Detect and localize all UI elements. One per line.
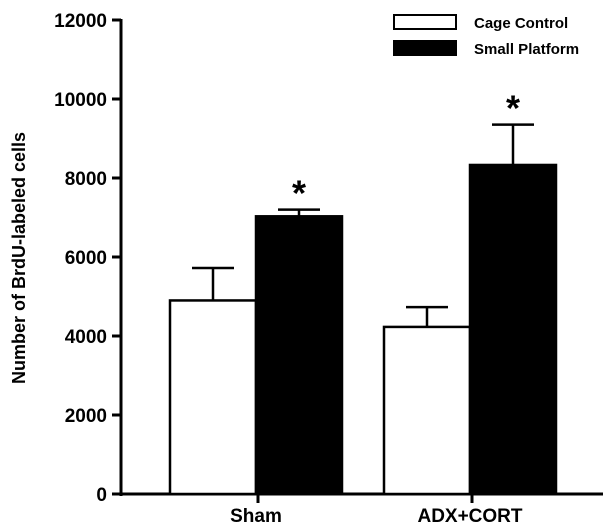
legend-swatch [393, 14, 457, 30]
legend-label: Small Platform [474, 41, 579, 58]
bar [468, 163, 558, 496]
y-tick-label: 0 [96, 485, 107, 506]
legend: Cage Control Small Platform [393, 14, 579, 58]
bars-group: ** [168, 88, 558, 496]
y-axis-label: Number of BrdU-labeled cells [9, 132, 29, 384]
y-tick-label: 8000 [65, 169, 107, 190]
y-tick-label: 12000 [54, 11, 107, 32]
y-tick-label: 2000 [65, 406, 107, 427]
y-tick-label: 6000 [65, 248, 107, 269]
legend-label: Cage Control [474, 15, 568, 32]
y-tick-label: 4000 [65, 327, 107, 348]
y-tick-label: 10000 [54, 90, 107, 111]
legend-swatch [393, 40, 457, 56]
bar [382, 325, 472, 496]
x-tick-label: ADX+CORT [417, 506, 522, 523]
bar [168, 299, 258, 496]
significance-marker: * [506, 88, 520, 129]
significance-marker: * [292, 173, 306, 214]
axes: 0 2000 4000 6000 8000 10000 12000 Sham ADX+CORT [54, 11, 603, 523]
x-tick-label: Sham [230, 506, 282, 523]
bar [254, 215, 344, 496]
